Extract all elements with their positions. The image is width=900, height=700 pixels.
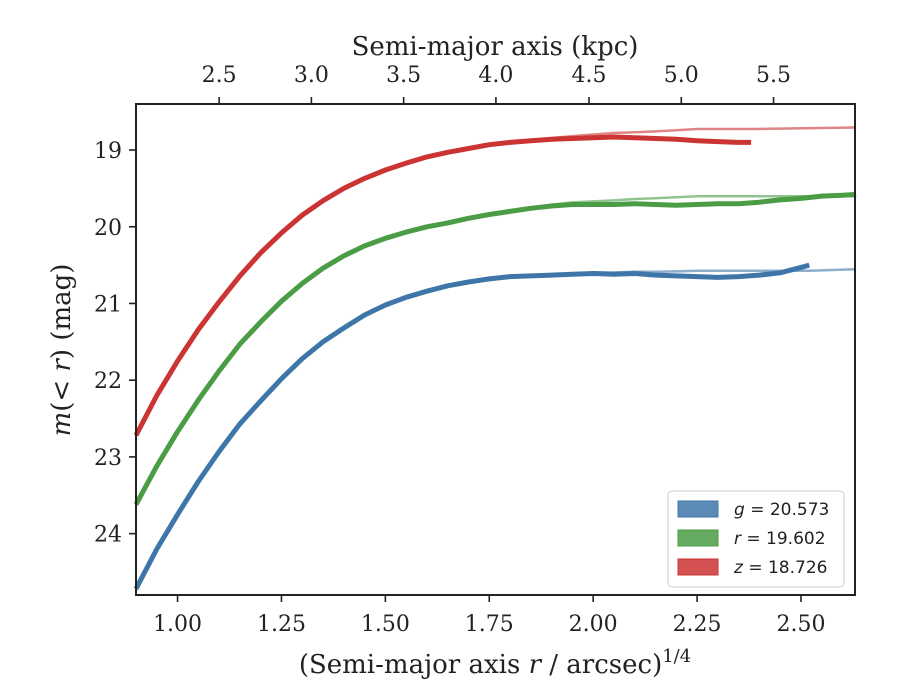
legend-swatch-g (677, 500, 719, 518)
y-axis-label: m(< r) (mag) (47, 264, 77, 437)
x-axis-label: (Semi-major axis r / arcsec)1/4 (299, 646, 691, 680)
ticks: 1.00 1.25 1.50 1.75 2.00 2.25 2.50 2.5 3.0 3.5 4.0… (94, 63, 825, 637)
series-g-line (133, 262, 810, 591)
legend-swatch-r (677, 529, 719, 547)
y-tick-label: 22 (94, 369, 122, 394)
series-z-model-line (134, 126, 856, 436)
top-x-tick-label: 5.5 (756, 63, 791, 88)
top-x-tick-label: 5.0 (664, 63, 699, 88)
x-tick-label: 1.75 (465, 612, 514, 637)
x-tick-label: 1.50 (361, 612, 410, 637)
y-tick-label: 23 (94, 446, 122, 471)
x-tick-label: 2.25 (673, 612, 722, 637)
y-tick-label: 24 (94, 523, 122, 548)
top-x-tick-label: 3.0 (294, 63, 329, 88)
top-x-axis-label: Semi-major axis (kpc) (352, 32, 639, 62)
top-x-tick-label: 4.5 (572, 63, 607, 88)
plot-lines (133, 126, 857, 591)
x-tick-label: 2.50 (776, 612, 825, 637)
x-tick-label: 2.00 (569, 612, 618, 637)
y-tick-label: 21 (94, 292, 122, 317)
legend-swatch-z (677, 558, 719, 576)
top-x-tick-label: 3.5 (386, 63, 421, 88)
top-x-tick-label: 4.0 (478, 63, 513, 88)
y-tick-label: 20 (94, 216, 122, 241)
legend-label-g: g = 20.573 (734, 500, 829, 520)
series-z-line (133, 134, 752, 437)
y-tick-label: 19 (94, 139, 122, 164)
x-tick-label: 1.00 (153, 612, 202, 637)
x-tick-label: 1.25 (257, 612, 306, 637)
series-r-line (133, 192, 856, 506)
legend-label-z: z = 18.726 (733, 558, 827, 578)
top-x-tick-label: 2.5 (202, 63, 237, 88)
legend-label-r: r = 19.602 (734, 529, 826, 549)
series-r-model-line (134, 194, 857, 506)
legend: g = 20.573 r = 19.602 z = 18.726 (667, 490, 845, 588)
